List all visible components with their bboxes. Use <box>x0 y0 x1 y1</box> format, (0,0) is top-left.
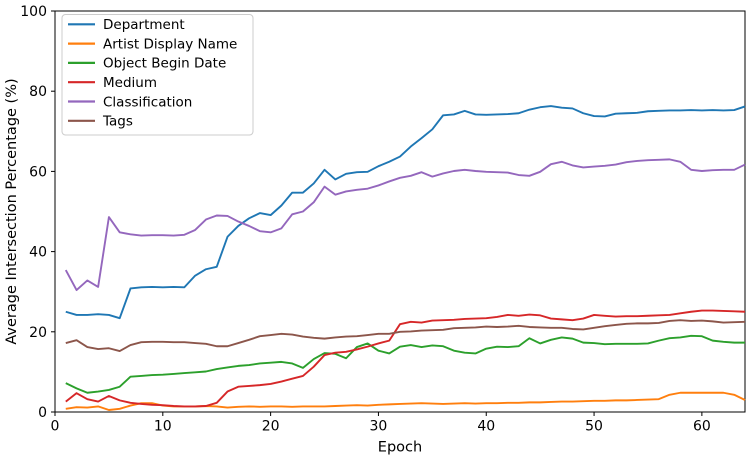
x-tick-label: 20 <box>262 419 280 435</box>
legend-label: Artist Display Name <box>103 36 237 52</box>
legend-label: Classification <box>103 94 192 110</box>
x-axis-label: Epoch <box>378 440 422 456</box>
legend-label: Department <box>103 17 185 33</box>
series-line-tags <box>65 319 746 352</box>
legend-item: Artist Display Name <box>68 36 237 52</box>
x-tick-label: 10 <box>154 419 172 435</box>
y-tick-label: 60 <box>29 164 47 180</box>
legend-item: Object Begin Date <box>68 56 226 72</box>
y-tick-label: 100 <box>20 4 47 20</box>
x-tick-label: 60 <box>693 419 711 435</box>
series-line-artist-display-name <box>65 391 746 411</box>
y-tick-label: 20 <box>29 325 47 341</box>
legend-item: Medium <box>68 75 157 91</box>
series-line-classification <box>64 158 746 292</box>
y-tick-label: 80 <box>29 84 47 100</box>
axis-ticks: 0 10 20 30 40 50 60 0 20 40 60 80 100 <box>20 4 711 435</box>
series-lines <box>64 105 746 411</box>
legend-item: Department <box>68 17 185 33</box>
legend-label: Object Begin Date <box>103 56 226 72</box>
plot-area <box>54 10 746 413</box>
x-tick-label: 30 <box>370 419 388 435</box>
x-tick-label: 0 <box>51 419 60 435</box>
legend: Department Artist Display Name Object Be… <box>61 14 254 136</box>
legend-frame <box>61 14 254 136</box>
legend-item: Tags <box>68 114 133 130</box>
x-tick-label: 50 <box>585 419 603 435</box>
series-line-department <box>65 105 746 320</box>
y-tick-label: 0 <box>38 405 47 421</box>
x-tick-label: 40 <box>477 419 495 435</box>
legend-label: Tags <box>102 114 133 130</box>
series-line-object-begin-date <box>65 334 745 394</box>
series-line-medium <box>65 309 746 408</box>
legend-label: Medium <box>103 75 157 91</box>
y-tick-label: 40 <box>29 245 47 261</box>
y-axis-label: Average Intersection Percentage (%) <box>4 78 20 344</box>
legend-item: Classification <box>68 94 192 110</box>
